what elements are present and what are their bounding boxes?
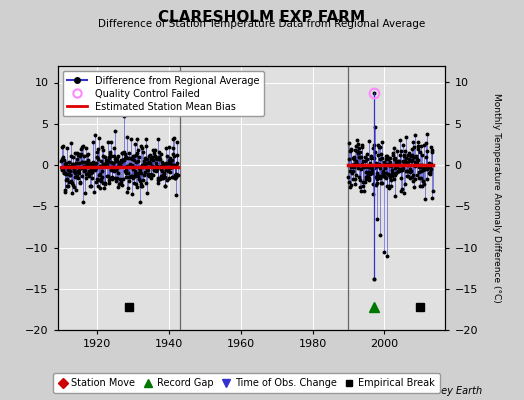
Legend: Difference from Regional Average, Quality Control Failed, Estimated Station Mean: Difference from Regional Average, Qualit… (62, 71, 264, 116)
Y-axis label: Monthly Temperature Anomaly Difference (°C): Monthly Temperature Anomaly Difference (… (492, 93, 501, 303)
Text: Difference of Station Temperature Data from Regional Average: Difference of Station Temperature Data f… (99, 19, 425, 29)
Text: CLARESHOLM EXP FARM: CLARESHOLM EXP FARM (158, 10, 366, 25)
Text: Berkeley Earth: Berkeley Earth (410, 386, 482, 396)
Legend: Station Move, Record Gap, Time of Obs. Change, Empirical Break: Station Move, Record Gap, Time of Obs. C… (53, 374, 440, 393)
